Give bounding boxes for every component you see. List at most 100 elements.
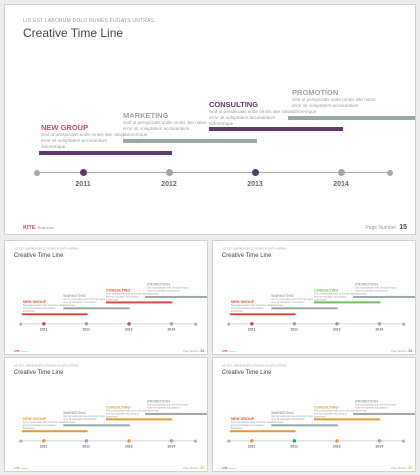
timeline-group-title: CONSULTING — [313, 405, 339, 410]
slide-content: LID EST LABORUM DOLO RUMES FUGATS UNTRAS… — [213, 358, 415, 471]
timeline-group-title: PROMOTION — [355, 399, 378, 404]
timeline-year-label: 2014 — [167, 328, 176, 332]
timeline-group-title: CONSULTING — [313, 288, 339, 293]
timeline-group-title: NEW GROUP — [22, 416, 47, 421]
timeline-group-description: Sed ut perspiciatis unde omnis iste natu… — [147, 403, 189, 412]
timeline-group-title: MARKETING — [271, 293, 294, 298]
timeline-dot[interactable] — [169, 439, 174, 443]
timeline-group-description: Sed ut perspiciatis unde omnis iste natu… — [105, 409, 148, 418]
timeline-year-label: 2013 — [247, 181, 263, 188]
page-number-label: Page Number — [183, 349, 199, 353]
timeline-group-description: Sed ut perspiciatis unde omnis iste natu… — [230, 420, 273, 430]
timeline-dot[interactable] — [249, 322, 254, 326]
timeline-group-title: PROMOTION — [355, 282, 378, 287]
timeline-year-label: 2012 — [82, 328, 91, 332]
timeline-group-title: MARKETING — [123, 111, 169, 120]
page-number-value: 15 — [408, 349, 412, 353]
timeline-year-label: 2014 — [375, 328, 384, 332]
timeline-year-label: 2011 — [247, 445, 256, 449]
slide-kicker: LID EST LABORUM DOLO RUMES FUGATS UNTRAS… — [13, 364, 80, 368]
timeline-dot[interactable] — [249, 439, 254, 443]
timeline-dot[interactable] — [165, 169, 173, 176]
timeline-bar — [105, 418, 173, 421]
timeline-bar — [21, 313, 88, 316]
slide-thumbnail-1[interactable]: LID EST LABORUM DOLO RUMES FUGATS UNTRAS… — [4, 240, 208, 355]
slide-thumbnail-2[interactable]: LID EST LABORUM DOLO RUMES FUGATS UNTRAS… — [212, 240, 416, 355]
axis-start-cap — [227, 322, 231, 326]
axis-start-cap — [227, 439, 231, 443]
timeline-year-label: 2012 — [82, 445, 91, 449]
timeline-dot[interactable] — [377, 322, 382, 326]
brand-logo: KITEBusiness — [222, 350, 237, 353]
timeline-group-title: PROMOTION — [292, 88, 339, 97]
timeline-dot[interactable] — [127, 322, 131, 326]
slide-content: LID EST LABORUM DOLO RUMES FUGATS UNTRAS… — [213, 241, 415, 354]
page-number-label: Page Number — [183, 466, 199, 470]
axis-start-cap — [19, 322, 23, 326]
brand-name: KITE — [221, 466, 229, 470]
timeline-year-label: 2011 — [39, 328, 48, 332]
slide-thumbnail-3[interactable]: LID EST LABORUM DOLO RUMES FUGATS UNTRAS… — [4, 357, 208, 472]
timeline-year-label: 2013 — [124, 328, 133, 332]
timeline-bar — [123, 139, 257, 143]
timeline-dot[interactable] — [335, 439, 339, 443]
timeline-bar — [271, 424, 338, 427]
brand-subtitle: Business — [21, 466, 30, 470]
slide-title: Creative Time Line — [13, 368, 64, 376]
timeline-group-title: NEW GROUP — [22, 299, 47, 304]
page-number-value: 15 — [200, 349, 204, 353]
page-number-value: 15 — [408, 466, 412, 470]
timeline-dot[interactable] — [169, 322, 174, 326]
timeline-bar — [21, 430, 88, 433]
slide-title: Creative Time Line — [23, 26, 124, 40]
axis-start-cap — [34, 169, 40, 176]
timeline-year-label: 2014 — [167, 445, 176, 449]
timeline-group-title: NEW GROUP — [230, 299, 255, 304]
timeline-year-label: 2011 — [39, 445, 48, 449]
slide-kicker: LID EST LABORUM DOLO RUMES FUGATS UNTRAS… — [23, 18, 156, 24]
brand-name: KITE — [13, 349, 21, 353]
timeline-group-description: Sed ut perspiciatis unde omnis iste natu… — [22, 303, 65, 313]
page-number: Page Number15 — [183, 466, 204, 469]
timeline-bar — [145, 412, 207, 415]
timeline-dot[interactable] — [337, 169, 345, 176]
timeline-group-title: CONSULTING — [105, 405, 131, 410]
timeline-group-description: Sed ut perspiciatis unde omnis iste natu… — [271, 414, 313, 424]
timeline-dot[interactable] — [335, 322, 339, 326]
page-number-label: Page Number — [391, 466, 407, 470]
slide-thumbnail-4[interactable]: LID EST LABORUM DOLO RUMES FUGATS UNTRAS… — [212, 357, 416, 472]
timeline-dot[interactable] — [377, 439, 382, 443]
slide-main[interactable]: LID EST LABORUM DOLO RUMES FUGATS UNTRAS… — [4, 4, 416, 235]
axis-end-cap — [194, 322, 198, 326]
timeline-dot[interactable] — [84, 322, 88, 326]
timeline-dot[interactable] — [251, 169, 259, 176]
timeline-dot[interactable] — [292, 322, 296, 326]
page-number-value: 15 — [399, 224, 407, 231]
timeline-dot[interactable] — [79, 169, 87, 176]
timeline-group-description: Sed ut perspiciatis unde omnis iste natu… — [313, 409, 356, 418]
timeline-dot[interactable] — [41, 439, 46, 443]
timeline-dot[interactable] — [292, 439, 296, 443]
brand-logo: KITEBusiness — [222, 467, 237, 470]
page-number-label: Page Number — [365, 225, 397, 231]
timeline-bar — [209, 127, 343, 131]
timeline-dot[interactable] — [84, 439, 88, 443]
timeline-group-description: Sed ut perspiciatis unde omnis iste natu… — [292, 97, 376, 114]
slide-kicker: LID EST LABORUM DOLO RUMES FUGATS UNTRAS… — [221, 364, 288, 368]
timeline-group-description: Sed ut perspiciatis unde omnis iste natu… — [105, 292, 148, 301]
timeline-group-description: Sed ut perspiciatis unde omnis iste natu… — [41, 132, 125, 149]
timeline-bar — [313, 418, 381, 421]
timeline-group-title: PROMOTION — [147, 399, 170, 404]
axis-start-cap — [19, 439, 23, 443]
timeline-group-description: Sed ut perspiciatis unde omnis iste natu… — [147, 286, 189, 295]
timeline-dot[interactable] — [127, 439, 131, 443]
timeline-bar — [353, 412, 415, 415]
timeline-year-label: 2011 — [247, 328, 256, 332]
brand-logo: KITEBusiness — [14, 467, 29, 470]
timeline-dot[interactable] — [41, 322, 46, 326]
timeline-group-description: Sed ut perspiciatis unde omnis iste natu… — [355, 286, 397, 295]
axis-end-cap — [402, 439, 406, 443]
brand-name: KITE — [13, 466, 21, 470]
